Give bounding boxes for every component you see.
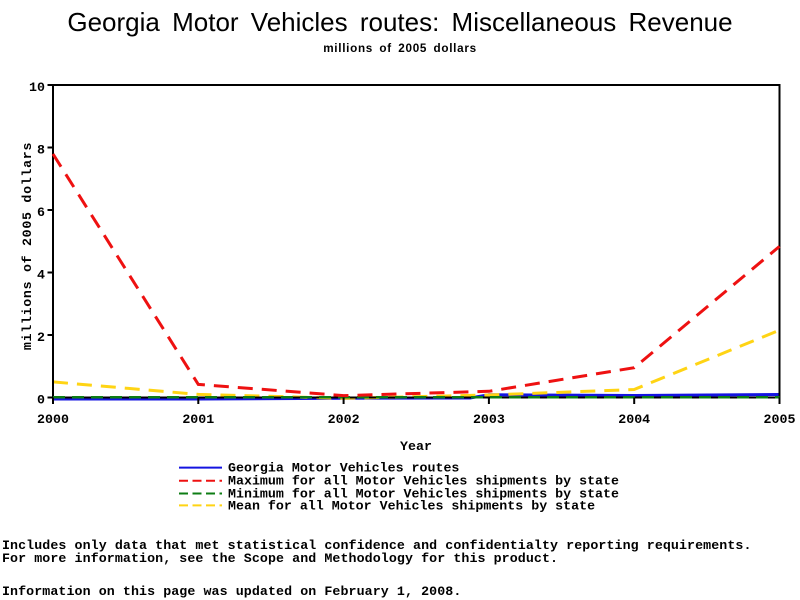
svg-text:2005: 2005 xyxy=(764,412,796,427)
svg-text:Georgia Motor Vehicles routes: Georgia Motor Vehicles routes xyxy=(228,461,459,476)
svg-text:4: 4 xyxy=(37,268,45,283)
svg-text:0: 0 xyxy=(37,393,45,408)
svg-text:2002: 2002 xyxy=(328,412,360,427)
svg-text:Mean for all Motor Vehicles sh: Mean for all Motor Vehicles shipments by… xyxy=(228,498,595,513)
svg-text:2000: 2000 xyxy=(37,412,69,427)
svg-text:millions of 2005 dollars: millions of 2005 dollars xyxy=(20,142,35,350)
svg-text:Year: Year xyxy=(400,439,432,454)
svg-text:2: 2 xyxy=(37,330,45,345)
svg-text:2003: 2003 xyxy=(473,412,505,427)
svg-text:Maximum for all Motor Vehicles: Maximum for all Motor Vehicles shipments… xyxy=(228,474,619,489)
svg-text:2004: 2004 xyxy=(618,412,650,427)
svg-text:2001: 2001 xyxy=(182,412,214,427)
svg-text:10: 10 xyxy=(29,80,45,95)
svg-text:6: 6 xyxy=(37,205,45,220)
svg-text:Minimum for all Motor Vehicles: Minimum for all Motor Vehicles shipments… xyxy=(228,487,619,502)
svg-text:8: 8 xyxy=(37,143,45,158)
